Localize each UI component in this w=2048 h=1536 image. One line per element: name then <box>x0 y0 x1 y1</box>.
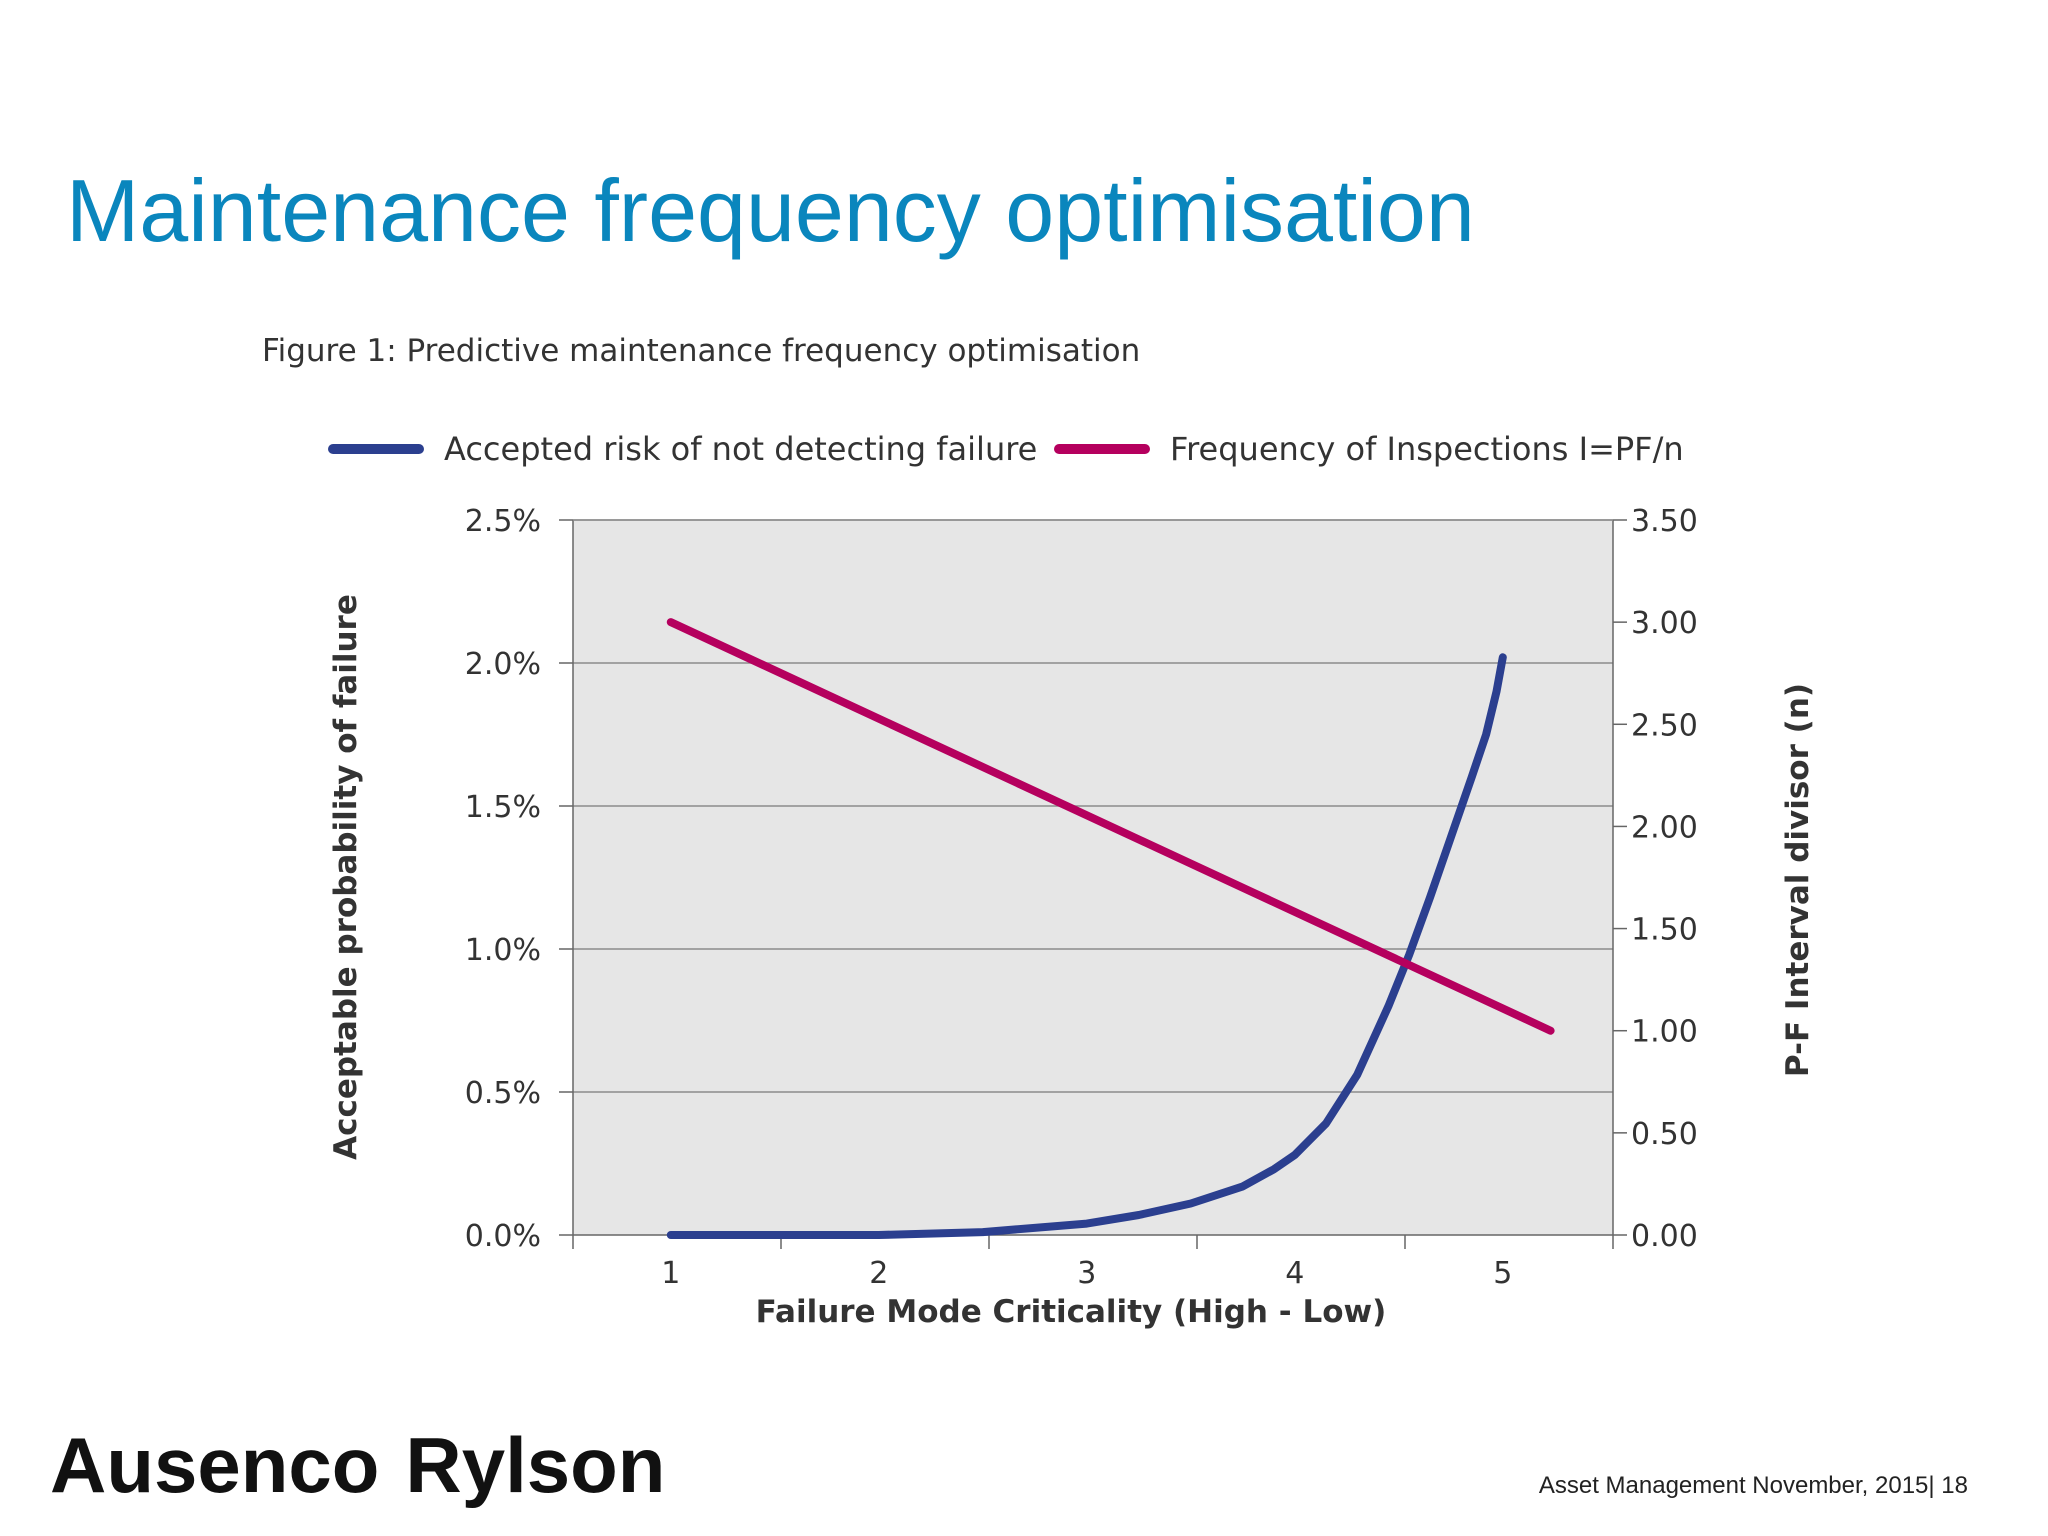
y-tick-label: 2.0% <box>465 647 541 682</box>
logo-word-rylson: Rylson <box>405 1420 666 1509</box>
legend-swatch-frequency <box>1054 444 1150 454</box>
y2-axis-label: P-F Interval divisor (n) <box>1780 683 1816 1077</box>
x-tick-label: 3 <box>1077 1256 1096 1291</box>
series-lines <box>666 618 1555 1239</box>
chart-title: Figure 1: Predictive maintenance frequen… <box>262 333 1141 369</box>
y2-tick-label: 3.00 <box>1631 606 1698 641</box>
y2-tick-label: 2.00 <box>1631 810 1698 845</box>
y2-tick-label: 3.50 <box>1631 504 1698 539</box>
x-tick-label: 2 <box>869 1256 888 1291</box>
y-tick-label: 0.0% <box>465 1219 541 1254</box>
x-tick-label: 1 <box>661 1256 680 1291</box>
y-axis-label: Acceptable probability of failure <box>328 594 364 1160</box>
x-axis-label: Failure Mode Criticality (High - Low) <box>756 1294 1387 1330</box>
legend-label-frequency: Frequency of Inspections I=PF/n <box>1170 430 1684 468</box>
y2-tick-label: 1.00 <box>1631 1015 1698 1050</box>
series-risk-line <box>666 653 1507 1239</box>
legend-item-risk: Accepted risk of not detecting failure <box>328 424 1037 474</box>
y-tick-label: 2.5% <box>465 504 541 539</box>
y-tick-label: 0.5% <box>465 1076 541 1111</box>
x-tick-label: 5 <box>1493 1256 1512 1291</box>
y-tick-label: 1.0% <box>465 933 541 968</box>
tick-labels: 0.0% 0.5% 1.0% 1.5% 2.0% 2.5% 0.00 0.50 1.00 1.50… <box>465 504 1698 1291</box>
chart-svg: 0.0% 0.5% 1.0% 1.5% 2.0% 2.5% 0.00 0.50 1.00 1.50… <box>328 504 1816 1330</box>
y-tick-label: 1.5% <box>465 790 541 825</box>
slide-title: Maintenance frequency optimisation <box>66 161 1475 260</box>
legend-label-risk: Accepted risk of not detecting failure <box>444 430 1038 468</box>
y2-tick-label: 0.50 <box>1631 1117 1698 1152</box>
company-logo: Ausenco Rylson <box>50 1420 665 1510</box>
chart-legend: Accepted risk of not detecting failure F… <box>328 424 1748 474</box>
x-tick-label: 4 <box>1285 1256 1304 1291</box>
legend-item-frequency: Frequency of Inspections I=PF/n <box>1054 424 1684 474</box>
logo-word-ausenco: Ausenco <box>50 1420 380 1509</box>
slide-footer: Asset Management November, 2015| 18 <box>1538 1472 1968 1499</box>
plot-area <box>573 520 1613 1235</box>
y2-tick-label: 2.50 <box>1631 708 1698 743</box>
y2-tick-label: 0.00 <box>1631 1219 1698 1254</box>
series-frequency-line <box>666 618 1555 1035</box>
y2-tick-label: 1.50 <box>1631 913 1698 948</box>
legend-swatch-risk <box>328 444 424 454</box>
